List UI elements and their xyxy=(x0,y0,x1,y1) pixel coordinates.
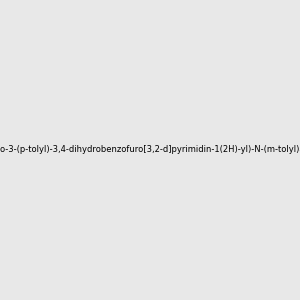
Text: 2-(2,4-dioxo-3-(p-tolyl)-3,4-dihydrobenzofuro[3,2-d]pyrimidin-1(2H)-yl)-N-(m-tol: 2-(2,4-dioxo-3-(p-tolyl)-3,4-dihydrobenz… xyxy=(0,146,300,154)
